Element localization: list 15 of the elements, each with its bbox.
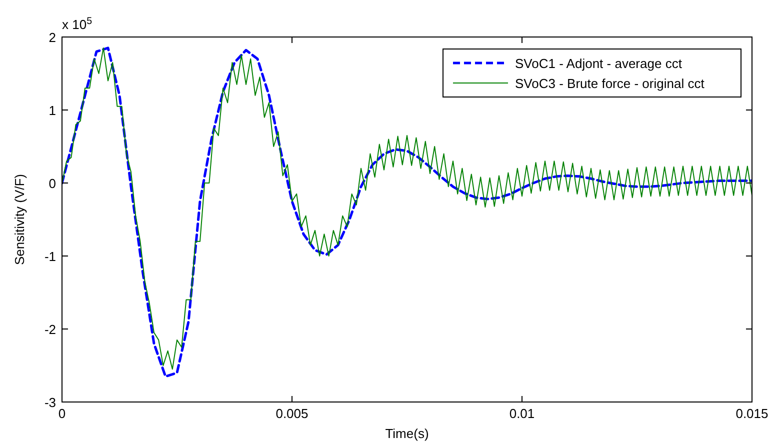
legend-label: SVoC3 - Brute force - original cct xyxy=(515,76,705,91)
text: x 10$^{5}$ xyxy=(62,16,93,32)
y-tick-label: 1 xyxy=(48,103,56,118)
x-tick-label: 0.01 xyxy=(509,406,535,421)
y-tick-label: -2 xyxy=(44,322,56,337)
y-tick-label: -1 xyxy=(44,249,56,264)
y-tick-label: 0 xyxy=(48,176,56,191)
x-axis-title: Time(s) xyxy=(385,426,429,441)
y-axis-title: Sensitivity (V/F) xyxy=(12,174,27,266)
y-tick-label: 2 xyxy=(48,30,56,45)
x-tick-label: 0.015 xyxy=(736,406,768,421)
x-tick-label: 0 xyxy=(58,406,66,421)
x-tick-label: 0.005 xyxy=(276,406,308,421)
legend-label: SVoC1 - Adjont - average cct xyxy=(515,56,682,71)
y-tick-label: -3 xyxy=(44,395,56,410)
